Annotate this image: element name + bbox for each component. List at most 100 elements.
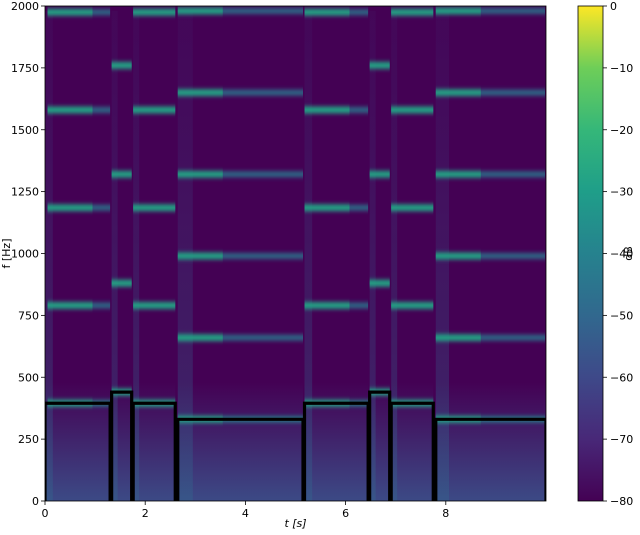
pitch-segment-7 <box>434 417 546 501</box>
y-tick-label: 1000 <box>11 248 39 261</box>
harmonic-onset <box>47 8 93 16</box>
harmonic-onset <box>47 301 93 309</box>
harmonic-onset <box>177 170 223 178</box>
harmonic-onset <box>435 89 481 97</box>
harmonic-2-3 <box>133 106 176 114</box>
y-tick-label: 0 <box>32 495 39 508</box>
harmonic-5-2 <box>369 170 390 178</box>
harmonic-onset <box>391 301 434 309</box>
pitch-segment-2 <box>131 401 177 501</box>
harmonic-6-4 <box>391 8 434 16</box>
harmonic-band <box>435 7 545 14</box>
harmonic-onset <box>133 8 176 16</box>
harmonic-band <box>177 334 304 341</box>
x-tick-label: 6 <box>342 507 349 520</box>
harmonic-band <box>177 89 304 96</box>
harmonic-onset <box>369 61 390 69</box>
harmonic-3-1 <box>177 334 304 342</box>
harmonic-onset <box>304 106 350 114</box>
pitch-segment-6 <box>389 401 435 501</box>
harmonic-7-2 <box>435 252 545 260</box>
harmonic-6-2 <box>391 204 434 212</box>
harmonic-onset <box>111 170 132 178</box>
colorbar-tick-label: −80 <box>610 495 633 508</box>
harmonic-onset <box>391 204 434 212</box>
x-tick-label: 4 <box>242 507 249 520</box>
harmonic-4-2 <box>304 204 369 212</box>
harmonic-onset <box>369 279 390 287</box>
harmonic-onset <box>304 301 350 309</box>
spectrogram-plot <box>45 6 546 501</box>
colorbar-label: dB <box>622 246 635 261</box>
noise-floor-3 <box>177 382 304 501</box>
harmonic-onset <box>133 204 176 212</box>
y-tick-label: 500 <box>18 371 39 384</box>
harmonic-3-2 <box>177 252 304 260</box>
harmonic-6-3 <box>391 106 434 114</box>
harmonic-2-4 <box>133 8 176 16</box>
harmonic-0-4 <box>47 8 111 16</box>
y-tick-label: 1250 <box>11 186 39 199</box>
harmonic-3-3 <box>177 170 304 178</box>
harmonic-2-1 <box>133 301 176 309</box>
harmonic-onset <box>177 7 223 15</box>
colorbar-tick-label: −20 <box>610 124 633 137</box>
colorbar-tick-label: −40 <box>610 248 633 261</box>
harmonic-2-2 <box>133 204 176 212</box>
harmonic-0-1 <box>47 301 111 309</box>
harmonic-6-1 <box>391 301 434 309</box>
harmonic-onset <box>47 106 93 114</box>
colorbar-tick-label: −30 <box>610 186 633 199</box>
colorbar-gradient <box>577 5 604 502</box>
colorbar-tick-label: −50 <box>610 309 633 322</box>
y-tick-label: 1500 <box>11 124 39 137</box>
y-tick-label: 2000 <box>11 0 39 13</box>
harmonic-0-3 <box>47 106 111 114</box>
colorbar-ticks: 0 −10 −20 −30 −40 −50 −60 −70 −80 <box>603 0 633 508</box>
colorbar-tick-label: 0 <box>610 0 617 13</box>
harmonic-onset <box>47 204 93 212</box>
harmonic-onset <box>435 7 481 15</box>
onset-smear-5 <box>369 10 376 501</box>
x-tick-label: 2 <box>142 507 149 520</box>
colorbar: 0 −10 −20 −30 −40 −50 −60 −70 −80 dB <box>577 0 635 508</box>
harmonic-onset <box>304 8 350 16</box>
harmonic-onset <box>435 170 481 178</box>
harmonic-band <box>435 89 545 96</box>
onset-smear-2 <box>133 10 140 501</box>
harmonic-7-3 <box>435 170 545 178</box>
harmonic-onset <box>177 89 223 97</box>
noise-floor-7 <box>435 382 546 501</box>
harmonic-4-4 <box>304 8 369 16</box>
onset-smear-1 <box>111 10 118 501</box>
harmonic-band <box>435 171 545 178</box>
harmonic-onset <box>133 106 176 114</box>
harmonic-4-3 <box>304 106 369 114</box>
harmonic-onset <box>111 279 132 287</box>
harmonic-onset <box>177 334 223 342</box>
y-axis-ticks: 0 250 500 750 1000 1250 1500 1750 2000 <box>11 0 45 508</box>
harmonic-onset <box>304 204 350 212</box>
harmonic-0-2 <box>47 204 111 212</box>
x-tick-label: 0 <box>42 507 49 520</box>
harmonic-band <box>177 7 304 14</box>
x-axis-label: t [s] <box>284 517 306 530</box>
harmonic-onset <box>133 301 176 309</box>
onset-smear-0 <box>45 10 53 501</box>
harmonic-onset <box>369 170 390 178</box>
y-tick-label: 1750 <box>11 62 39 75</box>
y-axis-label: f [Hz] <box>0 239 13 269</box>
harmonic-7-5 <box>435 7 545 15</box>
harmonic-1-1 <box>111 279 132 287</box>
harmonic-onset <box>177 252 223 260</box>
harmonic-7-4 <box>435 89 545 97</box>
harmonic-onset <box>391 106 434 114</box>
harmonic-4-1 <box>304 301 369 309</box>
x-axis-ticks: 0 2 4 6 8 <box>42 501 449 520</box>
harmonic-onset <box>111 61 132 69</box>
y-tick-label: 750 <box>18 309 39 322</box>
harmonic-1-3 <box>111 61 132 69</box>
x-tick-label: 8 <box>442 507 449 520</box>
harmonic-onset <box>391 8 434 16</box>
harmonic-3-4 <box>177 89 304 97</box>
